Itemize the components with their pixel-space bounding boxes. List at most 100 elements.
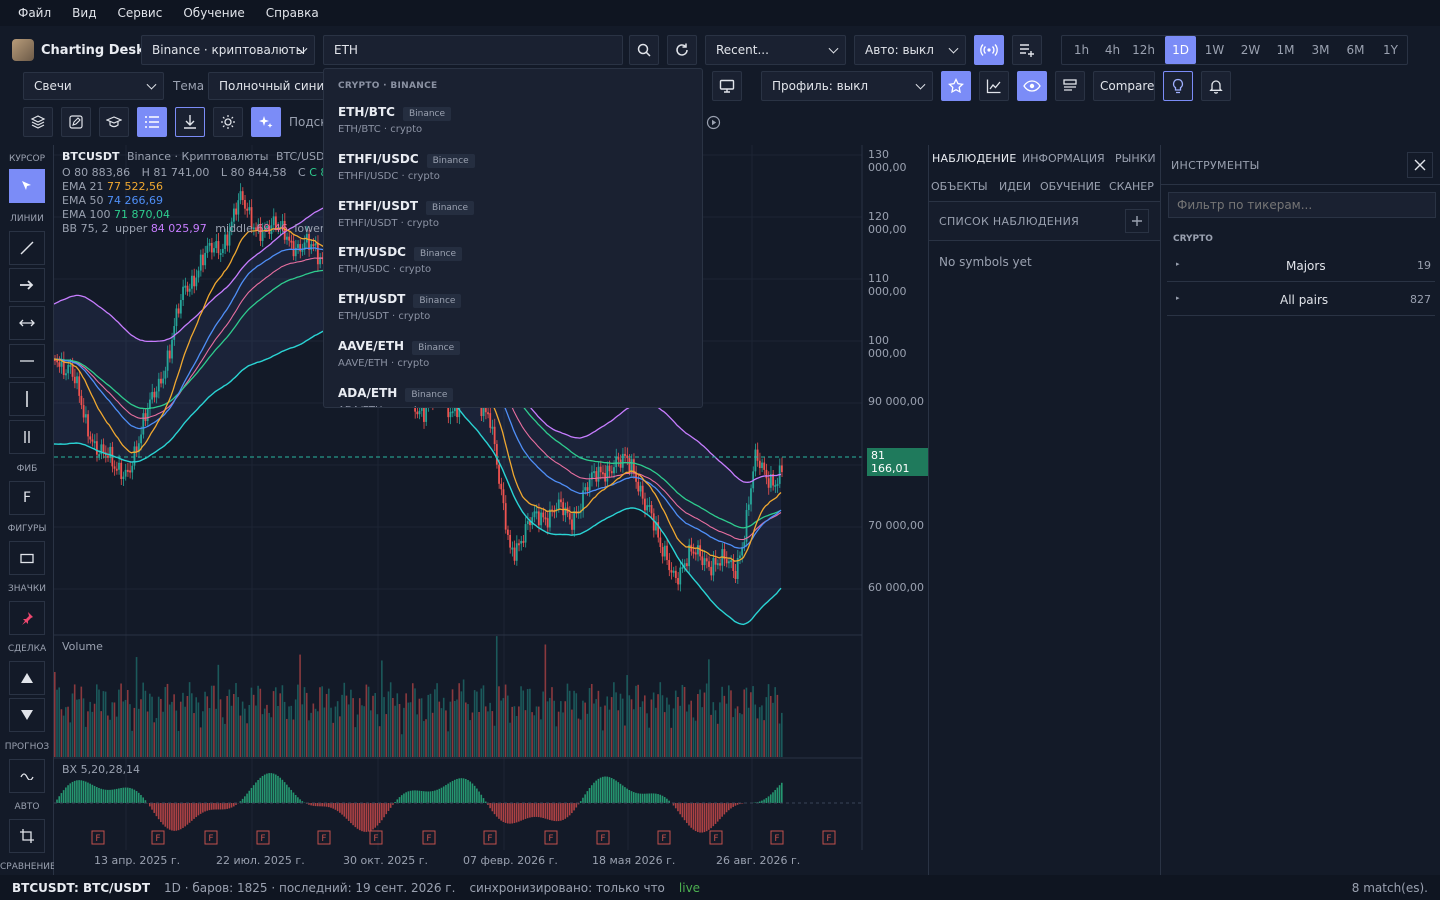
chart-type-select[interactable]: Свечи <box>23 72 164 100</box>
edit-button[interactable] <box>61 107 91 137</box>
volume-bar <box>758 707 761 757</box>
parallel-channel-tool[interactable] <box>9 420 45 454</box>
display-button[interactable] <box>712 71 742 101</box>
symbol-search-input[interactable]: ETH <box>323 35 623 65</box>
candle-body <box>595 471 598 482</box>
timeframe-1w[interactable]: 1W <box>1204 43 1225 57</box>
candle-body <box>484 407 487 413</box>
event-marker-box <box>369 830 383 845</box>
theme-select[interactable]: Полночный синий <box>208 72 328 100</box>
add-symbol-button[interactable] <box>1125 209 1149 233</box>
magic-button[interactable] <box>251 107 281 137</box>
ideas-button[interactable] <box>1163 71 1193 101</box>
timeframe-3m[interactable]: 3M <box>1311 43 1330 57</box>
dropdown-item[interactable]: AAVE/ETH Binance AAVE/ETH · crypto <box>338 339 461 369</box>
alerts-button[interactable] <box>1201 71 1231 101</box>
tab-learning[interactable]: ОБУЧЕНИЕ <box>1040 180 1101 193</box>
tab-watchlist[interactable]: НАБЛЮДЕНИЕ <box>932 152 1017 165</box>
volume-bar <box>643 695 646 757</box>
rectangle-tool[interactable] <box>9 541 45 575</box>
dropdown-item[interactable]: ETH/BTC Binance ETH/BTC · crypto <box>338 105 452 135</box>
menu-help[interactable]: Справка <box>265 6 319 20</box>
bx-bar <box>345 803 348 819</box>
candle-body <box>688 544 690 567</box>
extended-line-tool[interactable] <box>9 306 45 340</box>
tab-ideas[interactable]: ИДЕИ <box>999 180 1032 193</box>
dropdown-item[interactable]: ETHFI/USDC Binance ETHFI/USDC · crypto <box>338 152 475 182</box>
bx-bar <box>62 790 65 803</box>
timeframe-4h[interactable]: 4h <box>1104 43 1121 57</box>
forecast-tool[interactable] <box>9 759 45 793</box>
profile-select[interactable]: Профиль: выкл <box>761 71 933 101</box>
add-list-button[interactable] <box>1012 35 1042 65</box>
download-button[interactable] <box>175 107 205 137</box>
menu-file[interactable]: Файл <box>18 6 52 20</box>
layers-button[interactable] <box>23 107 53 137</box>
indicators-button[interactable] <box>979 71 1009 101</box>
instrument-row-all-pairs[interactable]: ▸ All pairs 827 <box>1167 283 1435 316</box>
ray-tool[interactable] <box>9 268 45 302</box>
short-position-tool[interactable] <box>9 698 45 732</box>
timeframe-1d[interactable]: 1D <box>1165 36 1196 64</box>
dropdown-item[interactable]: ETH/USDC Binance ETH/USDC · crypto <box>338 245 463 275</box>
candle-body <box>283 221 286 240</box>
search-button[interactable] <box>629 35 659 65</box>
play-button[interactable] <box>706 115 721 133</box>
ticker-filter-input[interactable] <box>1168 192 1436 218</box>
favorite-button[interactable] <box>941 71 971 101</box>
timeframe-6m[interactable]: 6M <box>1346 43 1365 57</box>
tab-scanner[interactable]: СКАНЕР <box>1109 180 1154 193</box>
compare-button[interactable]: Compare <box>1093 71 1155 101</box>
bx-bar <box>403 793 405 803</box>
tool-group-forecast: ПРОГНОЗ <box>4 742 50 752</box>
tab-markets[interactable]: РЫНКИ <box>1115 152 1156 165</box>
volume-bar <box>438 701 441 757</box>
bx-bar <box>763 799 765 803</box>
bx-bar <box>526 803 529 819</box>
candle-body <box>582 490 584 511</box>
menu-service[interactable]: Сервис <box>117 6 163 20</box>
timeframe-1m[interactable]: 1M <box>1276 43 1295 57</box>
cursor-tool[interactable] <box>9 169 45 203</box>
candle-body <box>730 560 732 563</box>
bx-bar <box>277 775 279 803</box>
timeframe-12h[interactable]: 12h <box>1132 43 1155 57</box>
brightness-button[interactable] <box>213 107 243 137</box>
bx-bar <box>378 803 381 824</box>
volume-bar <box>546 701 549 757</box>
dropdown-item[interactable]: ADA/ETH Binance ADA/ETH · crypto <box>338 386 454 407</box>
fib-tool[interactable]: F <box>9 481 45 515</box>
exchange-select[interactable]: Binance · криптовалюты <box>141 35 315 65</box>
timeframe-2w[interactable]: 2W <box>1240 43 1261 57</box>
menu-view[interactable]: Вид <box>72 6 97 20</box>
candle-body <box>186 285 189 292</box>
menu-learning[interactable]: Обучение <box>183 6 245 20</box>
volume-bar <box>451 689 454 757</box>
dropdown-item[interactable]: ETH/USDT Binance ETH/USDT · crypto <box>338 292 462 322</box>
list-button[interactable] <box>137 107 167 137</box>
broadcast-button[interactable] <box>974 35 1004 65</box>
close-instruments-button[interactable] <box>1407 152 1433 178</box>
long-position-tool[interactable] <box>9 661 45 695</box>
tab-objects[interactable]: ОБЪЕКТЫ <box>931 180 988 193</box>
trend-line-tool[interactable] <box>9 231 45 265</box>
auto-crop-tool[interactable] <box>9 819 45 853</box>
timeframe-1y[interactable]: 1Y <box>1383 43 1398 57</box>
auto-select[interactable]: Авто: выкл <box>854 35 966 65</box>
legend-symbol: BTCUSDT <box>62 150 120 163</box>
refresh-button[interactable] <box>667 35 697 65</box>
layout-button[interactable] <box>1055 71 1085 101</box>
horizontal-line-tool[interactable] <box>9 344 45 378</box>
bx-bar <box>736 803 739 805</box>
tab-info[interactable]: ИНФОРМАЦИЯ <box>1022 152 1105 165</box>
timeframe-1h[interactable]: 1h <box>1073 43 1090 57</box>
vertical-line-tool[interactable] <box>9 382 45 416</box>
visibility-button[interactable] <box>1017 71 1047 101</box>
bx-bar <box>102 789 105 803</box>
education-button[interactable] <box>99 107 129 137</box>
marker-tool[interactable] <box>9 601 45 635</box>
instrument-row-majors[interactable]: ▸ Majors 19 <box>1167 248 1435 282</box>
candle-body <box>67 364 70 374</box>
dropdown-item[interactable]: ETHFI/USDT Binance ETHFI/USDT · crypto <box>338 199 475 229</box>
recent-select[interactable]: Recent... <box>705 35 846 65</box>
